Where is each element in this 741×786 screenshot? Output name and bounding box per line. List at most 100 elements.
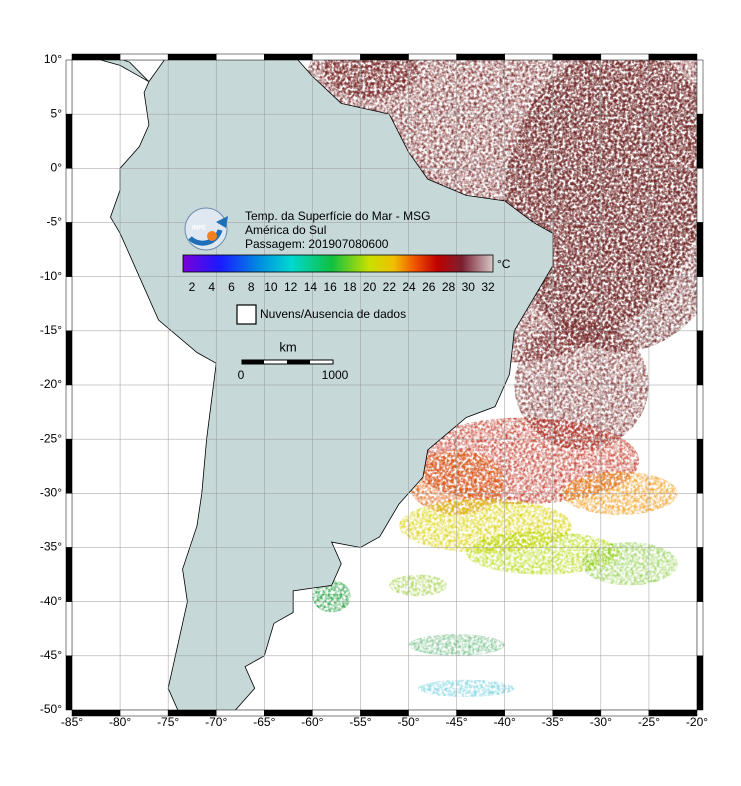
colorbar-tick: 20 xyxy=(363,280,377,294)
lat-label: -20° xyxy=(40,377,62,391)
frame-seg xyxy=(65,59,73,115)
lon-label: -50° xyxy=(397,715,419,729)
frame-seg xyxy=(600,53,650,61)
frame-seg xyxy=(648,709,698,717)
frame-seg xyxy=(696,168,704,223)
lat-label: -35° xyxy=(40,540,62,554)
colorbar-tick: 12 xyxy=(284,280,298,294)
frame-seg xyxy=(552,53,602,61)
frame-seg xyxy=(696,547,704,602)
colorbar-tick: 18 xyxy=(343,280,357,294)
frame-seg xyxy=(65,113,73,169)
lon-label: -80° xyxy=(109,715,131,729)
frame-seg xyxy=(65,330,73,386)
colorbar-tick: 32 xyxy=(481,280,495,294)
lon-label: -45° xyxy=(446,715,468,729)
lat-label: -5° xyxy=(47,215,63,229)
colorbar-unit: °C xyxy=(497,257,511,271)
lat-label: -45° xyxy=(40,648,62,662)
frame-seg xyxy=(504,53,554,61)
frame-seg xyxy=(312,53,361,61)
lat-label: -50° xyxy=(40,702,62,716)
frame-seg xyxy=(65,493,73,548)
lon-label: -60° xyxy=(301,715,323,729)
lat-label: -30° xyxy=(40,486,62,500)
lon-label: -65° xyxy=(253,715,275,729)
frame-seg xyxy=(215,53,265,61)
frame-seg xyxy=(696,222,704,277)
frame-seg xyxy=(408,53,457,61)
frame xyxy=(65,53,704,717)
lon-label: -55° xyxy=(349,715,371,729)
colorbar-tick: 6 xyxy=(228,280,235,294)
lon-label: -75° xyxy=(157,715,179,729)
colorbar-tick: 8 xyxy=(248,280,255,294)
frame-seg xyxy=(264,53,313,61)
frame-seg xyxy=(119,53,169,61)
sst-patch xyxy=(322,60,419,98)
lon-label: -35° xyxy=(542,715,564,729)
colorbar-tick: 26 xyxy=(422,280,436,294)
frame-seg xyxy=(696,493,704,548)
scale-end: 1000 xyxy=(322,368,349,382)
colorbar xyxy=(182,254,494,273)
frame-seg xyxy=(71,53,121,61)
colorbar-tick: 16 xyxy=(323,280,337,294)
colorbar-tick: 30 xyxy=(462,280,476,294)
lat-label: -15° xyxy=(40,323,62,337)
title: Temp. da Superfície do Mar - MSG xyxy=(245,209,430,223)
cloud-legend: Nuvens/Ausencia de dados xyxy=(260,307,406,321)
colorbar-tick: 24 xyxy=(402,280,416,294)
region: América do Sul xyxy=(245,223,326,237)
frame-seg xyxy=(65,222,73,277)
scale-start: 0 xyxy=(238,368,245,382)
lon-label: -70° xyxy=(205,715,227,729)
colorbar-tick: 22 xyxy=(383,280,397,294)
frame-seg xyxy=(696,384,704,440)
frame-seg xyxy=(65,601,73,657)
frame-seg xyxy=(648,53,698,61)
colorbar-tick: 2 xyxy=(189,280,196,294)
lon-label: -30° xyxy=(590,715,612,729)
colorbar-tick: 14 xyxy=(304,280,318,294)
lon-label: -40° xyxy=(494,715,516,729)
lon-label: -85° xyxy=(61,715,83,729)
sst-patch xyxy=(389,574,447,597)
colorbar-ticks: 2 4 6 8 10 12 14 16 18 20 22 24 26 28 30 32 xyxy=(189,280,495,294)
lat-label: 0° xyxy=(51,161,63,175)
logo: INPE xyxy=(184,207,228,251)
sst-patch xyxy=(312,580,351,613)
lon-label: -20° xyxy=(686,715,708,729)
frame-seg xyxy=(696,276,704,332)
svg-text:INPE: INPE xyxy=(192,226,206,232)
frame-seg xyxy=(65,276,73,332)
sst-patch xyxy=(418,679,515,697)
frame-seg xyxy=(360,53,409,61)
scale-unit: km xyxy=(279,339,296,354)
frame-seg xyxy=(696,113,704,169)
colorbar-tick: 28 xyxy=(442,280,456,294)
frame-seg xyxy=(696,438,704,494)
lat-label: -10° xyxy=(40,269,62,283)
frame-seg xyxy=(65,438,73,494)
frame-seg xyxy=(456,53,505,61)
colorbar-tick: 4 xyxy=(208,280,215,294)
lon-label: -25° xyxy=(638,715,660,729)
pass: Passagem: 201907080600 xyxy=(245,237,389,251)
frame-seg xyxy=(65,384,73,440)
frame-seg xyxy=(696,601,704,657)
frame-seg xyxy=(167,53,217,61)
lat-label: -25° xyxy=(40,431,62,445)
frame-seg xyxy=(696,330,704,386)
frame-seg xyxy=(696,59,704,115)
frame-seg xyxy=(65,547,73,602)
scale-bar xyxy=(241,359,334,365)
lat-label: 10° xyxy=(44,52,62,66)
axes: -85° -80° -75° -70° -65° -60° -55° -50° -45° -40°… xyxy=(40,52,708,729)
cloud-swatch xyxy=(236,304,257,325)
graticule xyxy=(72,60,697,710)
frame-seg xyxy=(65,168,73,223)
frame-seg xyxy=(696,655,704,711)
lat-label: -40° xyxy=(40,594,62,608)
